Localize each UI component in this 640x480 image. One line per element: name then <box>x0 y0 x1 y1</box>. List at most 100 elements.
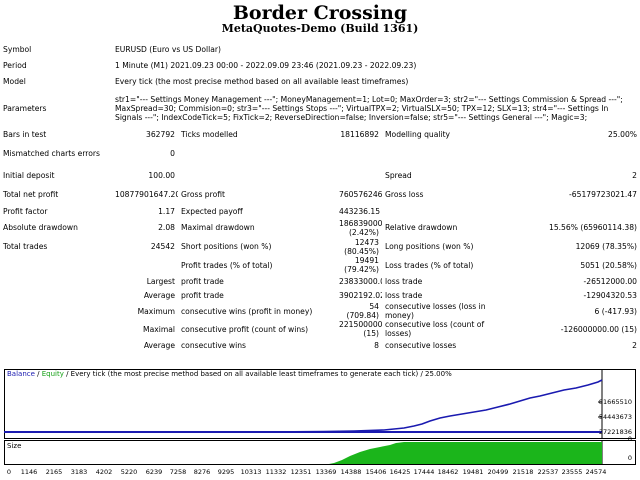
x-axis-label: 6239 <box>145 468 163 476</box>
report-subtitle: MetaQuotes-Demo (Build 1361) <box>221 22 419 35</box>
chart-frame <box>4 369 636 439</box>
x-axis: 0 1146 2165 3183 4202 5220 6239 7258 827… <box>4 466 636 480</box>
x-axis-label: 8276 <box>193 468 211 476</box>
ticks-value: 18116892 <box>340 129 379 139</box>
x-axis-label: 17444 <box>413 468 435 476</box>
average-loss-value: -12904320.53 <box>583 290 638 300</box>
mismatch-label: Mismatched charts errors <box>3 149 100 158</box>
expected-payoff-label: Expected payoff <box>181 206 243 216</box>
x-axis-label: 19481 <box>462 468 484 476</box>
relative-drawdown-value: 15.56% (65960114.38) <box>548 223 638 232</box>
symbol-label: Symbol <box>3 44 32 54</box>
x-axis-label: 24574 <box>585 468 607 476</box>
report-table: Symbol EURUSD (Euro vs US Dollar) Period… <box>0 41 640 352</box>
expected-payoff-value: 443236.15 <box>339 206 381 216</box>
profit-factor-value: 1.17 <box>158 206 175 216</box>
table-row: Absolute drawdown 2.08 Maximal drawdown … <box>0 218 640 237</box>
x-axis-label: 20499 <box>487 468 509 476</box>
table-row: Model Every tick (the most precise metho… <box>0 73 640 89</box>
size-chart: Size 0 <box>4 440 636 465</box>
loss-trades-label: Loss trades (% of total) <box>385 260 474 270</box>
short-positions-label: Short positions (won %) <box>181 242 272 251</box>
x-axis-label: 23555 <box>561 468 583 476</box>
gross-profit-value: 76057624668.67 <box>339 190 382 199</box>
y-axis-label: 27221836 <box>598 428 632 436</box>
average-consecutive-wins-label: consecutive wins <box>181 340 247 350</box>
table-row: Total net profit 10877901647.20 Gross pr… <box>0 185 640 204</box>
maximal-consecutive-loss-label: consecutive loss (count of losses) <box>385 320 485 338</box>
x-axis-label: 0 <box>6 468 12 476</box>
table-row: Period 1 Minute (M1) 2021.09.23 00:00 - … <box>0 57 640 73</box>
table-row: Symbol EURUSD (Euro vs US Dollar) <box>0 41 640 57</box>
table-row: Maximal consecutive profit (count of win… <box>0 320 640 338</box>
report-table-container: Symbol EURUSD (Euro vs US Dollar) Period… <box>0 41 640 352</box>
legend-equity: Equity <box>41 370 64 378</box>
period-value: 1 Minute (M1) 2021.09.23 00:00 - 2022.09… <box>115 60 417 70</box>
table-row: Largest profit trade 23833000.00 loss tr… <box>0 274 640 288</box>
table-row: Total trades 24542 Short positions (won … <box>0 237 640 256</box>
gross-profit-label: Gross profit <box>181 190 225 199</box>
max-consecutive-losses-label: consecutive losses (loss in money) <box>385 302 486 320</box>
period-label: Period <box>3 60 27 70</box>
deposit-value: 100.00 <box>148 171 175 180</box>
legend-balance: Balance <box>7 370 35 378</box>
largest-label: Largest <box>146 276 175 286</box>
table-row: Parameters str1="--- Settings Money Mana… <box>0 89 640 127</box>
x-axis-label: 13369 <box>315 468 337 476</box>
max-consecutive-losses-value: 6 (-417.93) <box>594 306 638 316</box>
profit-trades-value: 19491 (79.42%) <box>344 256 379 274</box>
x-axis-label: 18462 <box>437 468 459 476</box>
maximal-consecutive-profit-value: 221500000.00 (15) <box>339 320 382 338</box>
net-profit-label: Total net profit <box>3 190 59 199</box>
bars-label: Bars in test <box>3 129 47 139</box>
y-axis-label: 0 <box>627 435 632 443</box>
model-label: Model <box>3 76 26 86</box>
gross-loss-label: Gross loss <box>385 190 424 199</box>
largest-loss-value: -26512000.00 <box>583 276 638 286</box>
quality-value: 25.00% <box>608 129 638 139</box>
table-row: Profit factor 1.17 Expected payoff 44323… <box>0 204 640 218</box>
long-positions-value: 12069 (78.35%) <box>575 242 638 251</box>
x-axis-label: 11332 <box>265 468 287 476</box>
average-consecutive-losses-label: consecutive losses <box>385 340 457 350</box>
parameters-label: Parameters <box>3 103 47 113</box>
spread-value: 2 <box>632 171 638 180</box>
absolute-drawdown-value: 2.08 <box>158 223 175 232</box>
model-value: Every tick (the most precise method base… <box>115 76 409 86</box>
x-axis-label: 2165 <box>45 468 63 476</box>
legend-description: / Every tick (the most precise method ba… <box>63 370 452 378</box>
size-area <box>329 442 602 464</box>
x-axis-label: 7258 <box>169 468 187 476</box>
table-row: Mismatched charts errors 0 <box>0 141 640 166</box>
short-positions-value: 12473 (80.45%) <box>344 237 379 256</box>
average-label: Average <box>143 290 175 300</box>
parameters-value: str1="--- Settings Money Management ---"… <box>115 94 623 122</box>
x-axis-label: 3183 <box>70 468 88 476</box>
max-consecutive-wins-label: consecutive wins (profit in money) <box>181 306 313 316</box>
gross-loss-value: -65179723021.47 <box>569 190 638 199</box>
x-axis-label: 21518 <box>512 468 534 476</box>
table-row: Average consecutive wins 8 consecutive l… <box>0 338 640 352</box>
quality-label: Modelling quality <box>385 129 451 139</box>
total-trades-value: 24542 <box>150 242 175 251</box>
y-axis-label: 54443673 <box>598 413 632 421</box>
maximal-drawdown-value: 186839000.00 (2.42%) <box>339 218 382 237</box>
balance-chart: Balance / Equity / Every tick (the most … <box>4 369 636 443</box>
symbol-value: EURUSD (Euro vs US Dollar) <box>115 44 221 54</box>
max-consecutive-wins-value: 54 (709.84) <box>346 302 380 320</box>
long-positions-label: Long positions (won %) <box>385 242 474 251</box>
x-axis-label: 9295 <box>217 468 235 476</box>
largest-profit-value: 23833000.00 <box>339 276 382 286</box>
x-axis-label: 5220 <box>120 468 138 476</box>
x-axis-label: 4202 <box>95 468 113 476</box>
maximal-consecutive-profit-label: consecutive profit (count of wins) <box>181 324 309 334</box>
average-consecutive-wins-value: 8 <box>374 340 379 350</box>
x-axis-label: 10313 <box>240 468 262 476</box>
table-row: Average profit trade 3902192.02 loss tra… <box>0 288 640 302</box>
table-row: Maximum consecutive wins (profit in mone… <box>0 302 640 320</box>
size-chart-svg <box>4 440 636 465</box>
maximum-label: Maximum <box>137 306 175 316</box>
x-axis-label: 12351 <box>290 468 312 476</box>
bars-value: 362792 <box>146 129 175 139</box>
absolute-drawdown-label: Absolute drawdown <box>3 223 78 232</box>
